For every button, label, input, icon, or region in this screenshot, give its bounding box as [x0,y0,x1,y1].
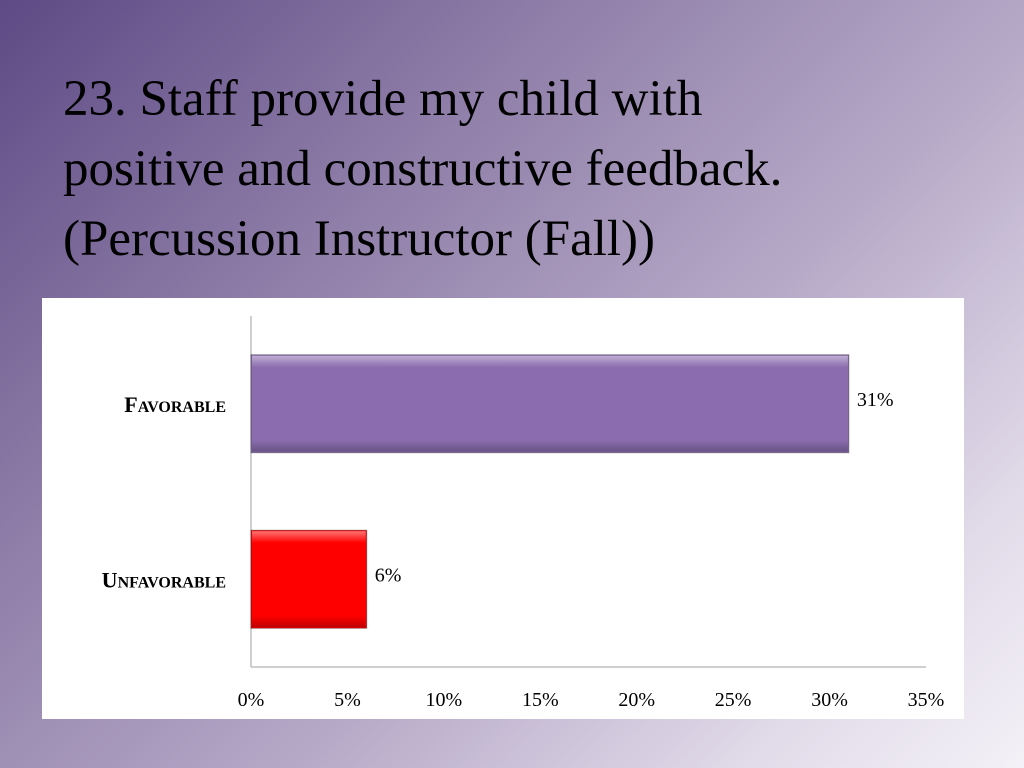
x-tick-label: 35% [908,689,945,711]
x-tick-label: 0% [238,689,265,711]
data-label: 31% [857,389,894,411]
chart-labels: 0% 5% 10% 15% 20% 25% 30% 35% FAVORABLE 31% UNFAVO… [102,389,945,711]
data-label: 6% [375,564,402,586]
title-line-3: (Percussion Instructor (Fall)) [63,211,656,267]
x-tick-label: 20% [618,689,655,711]
title-line-2: positive and constructive feedback. [63,141,783,197]
chart-panel: 0% 5% 10% 15% 20% 25% 30% 35% FAVORABLE 31% UNFAVO… [42,298,964,719]
x-tick-label: 25% [715,689,752,711]
x-tick-label: 30% [811,689,848,711]
x-tick-label: 15% [522,689,559,711]
category-label: UNFAVORABLE [102,567,226,592]
bar-chart: 0% 5% 10% 15% 20% 25% 30% 35% FAVORABLE 31% UNFAVO… [102,316,945,711]
x-tick-label: 5% [334,689,361,711]
bar-bevel-unfavorable [252,531,366,628]
category-label: FAVORABLE [124,392,226,417]
x-tick-label: 10% [426,689,463,711]
title-line-1: 23. Staff provide my child with [63,71,703,127]
bar-bevel-favorable [252,355,848,452]
slide-title: 23. Staff provide my child with positive… [63,64,1003,274]
chart-bars [250,354,850,629]
